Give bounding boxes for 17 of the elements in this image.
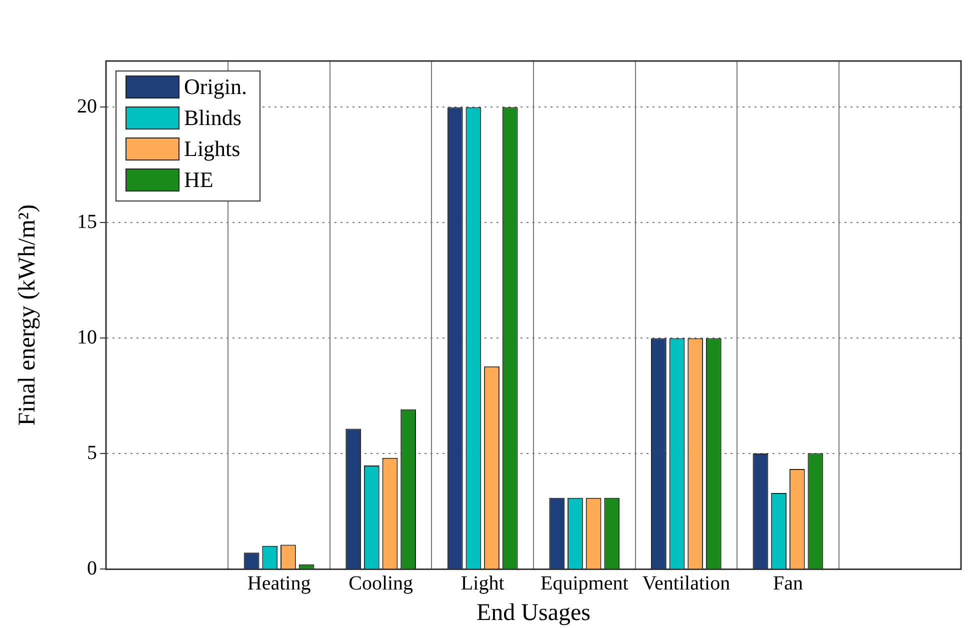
x-tick-label: Fan xyxy=(772,572,803,594)
x-tick-label: Cooling xyxy=(348,572,414,594)
x-tick-label: Ventilation xyxy=(642,572,730,594)
x-axis-title: End Usages xyxy=(476,600,590,626)
y-tick-label: 15 xyxy=(77,210,97,233)
legend-label: HE xyxy=(184,166,214,192)
y-tick-label: 0 xyxy=(87,557,97,580)
y-axis-title: Final energy (kWh/m²) xyxy=(14,204,41,426)
legend-label: Origin. xyxy=(184,74,247,99)
x-tick-label: Light xyxy=(460,572,505,594)
y-tick-label: 20 xyxy=(77,95,97,118)
y-tick-label: 5 xyxy=(87,442,97,464)
legend-label: Blinds xyxy=(184,104,242,130)
x-tick-label: Heating xyxy=(247,572,311,594)
x-tick-label: Equipment xyxy=(540,572,629,594)
legend-label: Lights xyxy=(184,136,240,161)
y-tick-label: 10 xyxy=(77,326,97,348)
